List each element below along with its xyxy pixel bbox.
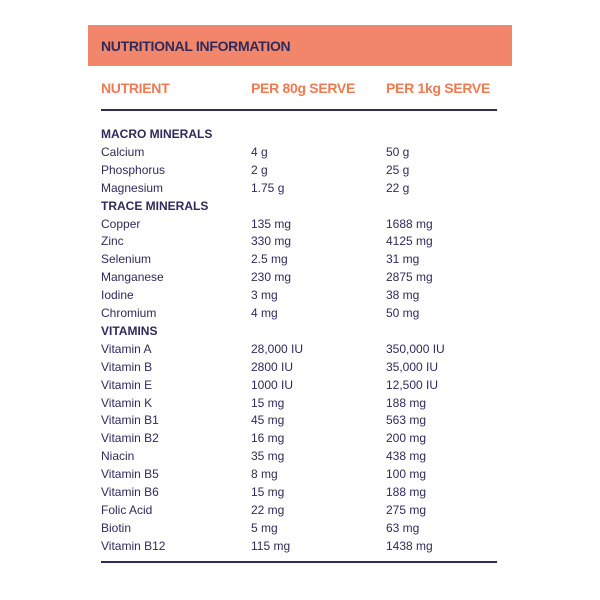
table-cell: 275 mg xyxy=(386,502,427,517)
table-cell: 22 g xyxy=(386,180,410,195)
section-title: MACRO MINERALS xyxy=(101,127,213,141)
table-cell: 115 mg xyxy=(251,538,291,553)
table-cell: 100 mg xyxy=(386,467,427,482)
table-cell: Vitamin E xyxy=(101,377,153,392)
column-header: PER 80g SERVE xyxy=(251,80,355,96)
header-bar xyxy=(88,25,512,66)
table-cell: 15 mg xyxy=(251,395,285,410)
section-title: VITAMINS xyxy=(101,323,158,338)
table-cell: Manganese xyxy=(101,270,164,285)
column-header: NUTRIENT xyxy=(101,80,170,96)
table-cell: Chromium xyxy=(101,306,157,320)
table-cell: 2800 IU xyxy=(251,359,294,374)
column-header: PER 1kg SERVE xyxy=(386,80,490,96)
table-cell: 188 mg xyxy=(386,395,427,410)
table-cell: Biotin xyxy=(101,520,132,535)
title: NUTRITIONAL INFORMATION xyxy=(101,38,291,54)
table-cell: Phosphorus xyxy=(101,162,166,177)
table-cell: Zinc xyxy=(101,234,124,249)
table-cell: 200 mg xyxy=(386,431,427,446)
table-cell: Vitamin A xyxy=(101,341,152,356)
table-cell: 22 mg xyxy=(251,502,285,517)
table-cell: Iodine xyxy=(101,288,134,303)
table-cell: Vitamin B12 xyxy=(101,538,166,553)
table-cell: 1000 IU xyxy=(251,377,294,392)
table-cell: 28,000 IU xyxy=(251,341,304,356)
table-cell: 230 mg xyxy=(251,270,292,285)
table-cell: 350,000 IU xyxy=(386,341,445,356)
table-cell: 35 mg xyxy=(251,449,285,464)
table-cell: Vitamin B1 xyxy=(101,413,159,428)
table-cell: 15 mg xyxy=(251,485,285,499)
table-cell: Vitamin B5 xyxy=(101,467,159,482)
table-cell: 438 mg xyxy=(386,449,427,464)
table-cell: 135 mg xyxy=(251,216,292,231)
table-cell: Vitamin K xyxy=(101,395,153,410)
table-cell: 2875 mg xyxy=(386,270,433,285)
table-cell: 8 mg xyxy=(251,467,278,482)
section-title: TRACE MINERALS xyxy=(101,198,209,213)
bottom-rule xyxy=(101,561,497,563)
table-cell: Folic Acid xyxy=(101,502,153,517)
table-cell: 31 mg xyxy=(386,252,420,267)
table-cell: Selenium xyxy=(101,252,152,267)
table-cell: 4 mg xyxy=(251,306,278,320)
table-cell: 1438 mg xyxy=(386,538,433,553)
table-cell: Vitamin B6 xyxy=(101,485,159,499)
table-cell: 4125 mg xyxy=(386,234,433,249)
table-cell: 35,000 IU xyxy=(386,359,439,374)
table-cell: 50 mg xyxy=(386,306,420,320)
table-cell: Vitamin B2 xyxy=(101,431,159,446)
table-cell: 50 g xyxy=(386,144,410,159)
table-cell: 12,500 IU xyxy=(386,377,439,392)
table-cell: Copper xyxy=(101,216,141,231)
table-cell: 63 mg xyxy=(386,520,420,535)
table-cell: Niacin xyxy=(101,449,135,464)
table-cell: 2.5 mg xyxy=(251,252,288,267)
table-cell: Calcium xyxy=(101,144,145,159)
header-rule xyxy=(101,109,497,111)
table-cell: 38 mg xyxy=(386,288,420,303)
table-cell: 25 g xyxy=(386,162,410,177)
table-cell: 1688 mg xyxy=(386,216,433,231)
table-cell: 188 mg xyxy=(386,485,427,499)
table-cell: Vitamin B xyxy=(101,359,153,374)
table-cell: 563 mg xyxy=(386,413,427,428)
table-cell: 2 g xyxy=(251,162,268,177)
table-cell: 3 mg xyxy=(251,288,278,303)
table-cell: 45 mg xyxy=(251,413,285,428)
table-cell: 5 mg xyxy=(251,520,278,535)
table-cell: 330 mg xyxy=(251,234,292,249)
table-cell: Magnesium xyxy=(101,180,164,195)
table-cell: 16 mg xyxy=(251,431,285,446)
table-cell: 4 g xyxy=(251,144,268,159)
table-cell: 1.75 g xyxy=(251,180,285,195)
